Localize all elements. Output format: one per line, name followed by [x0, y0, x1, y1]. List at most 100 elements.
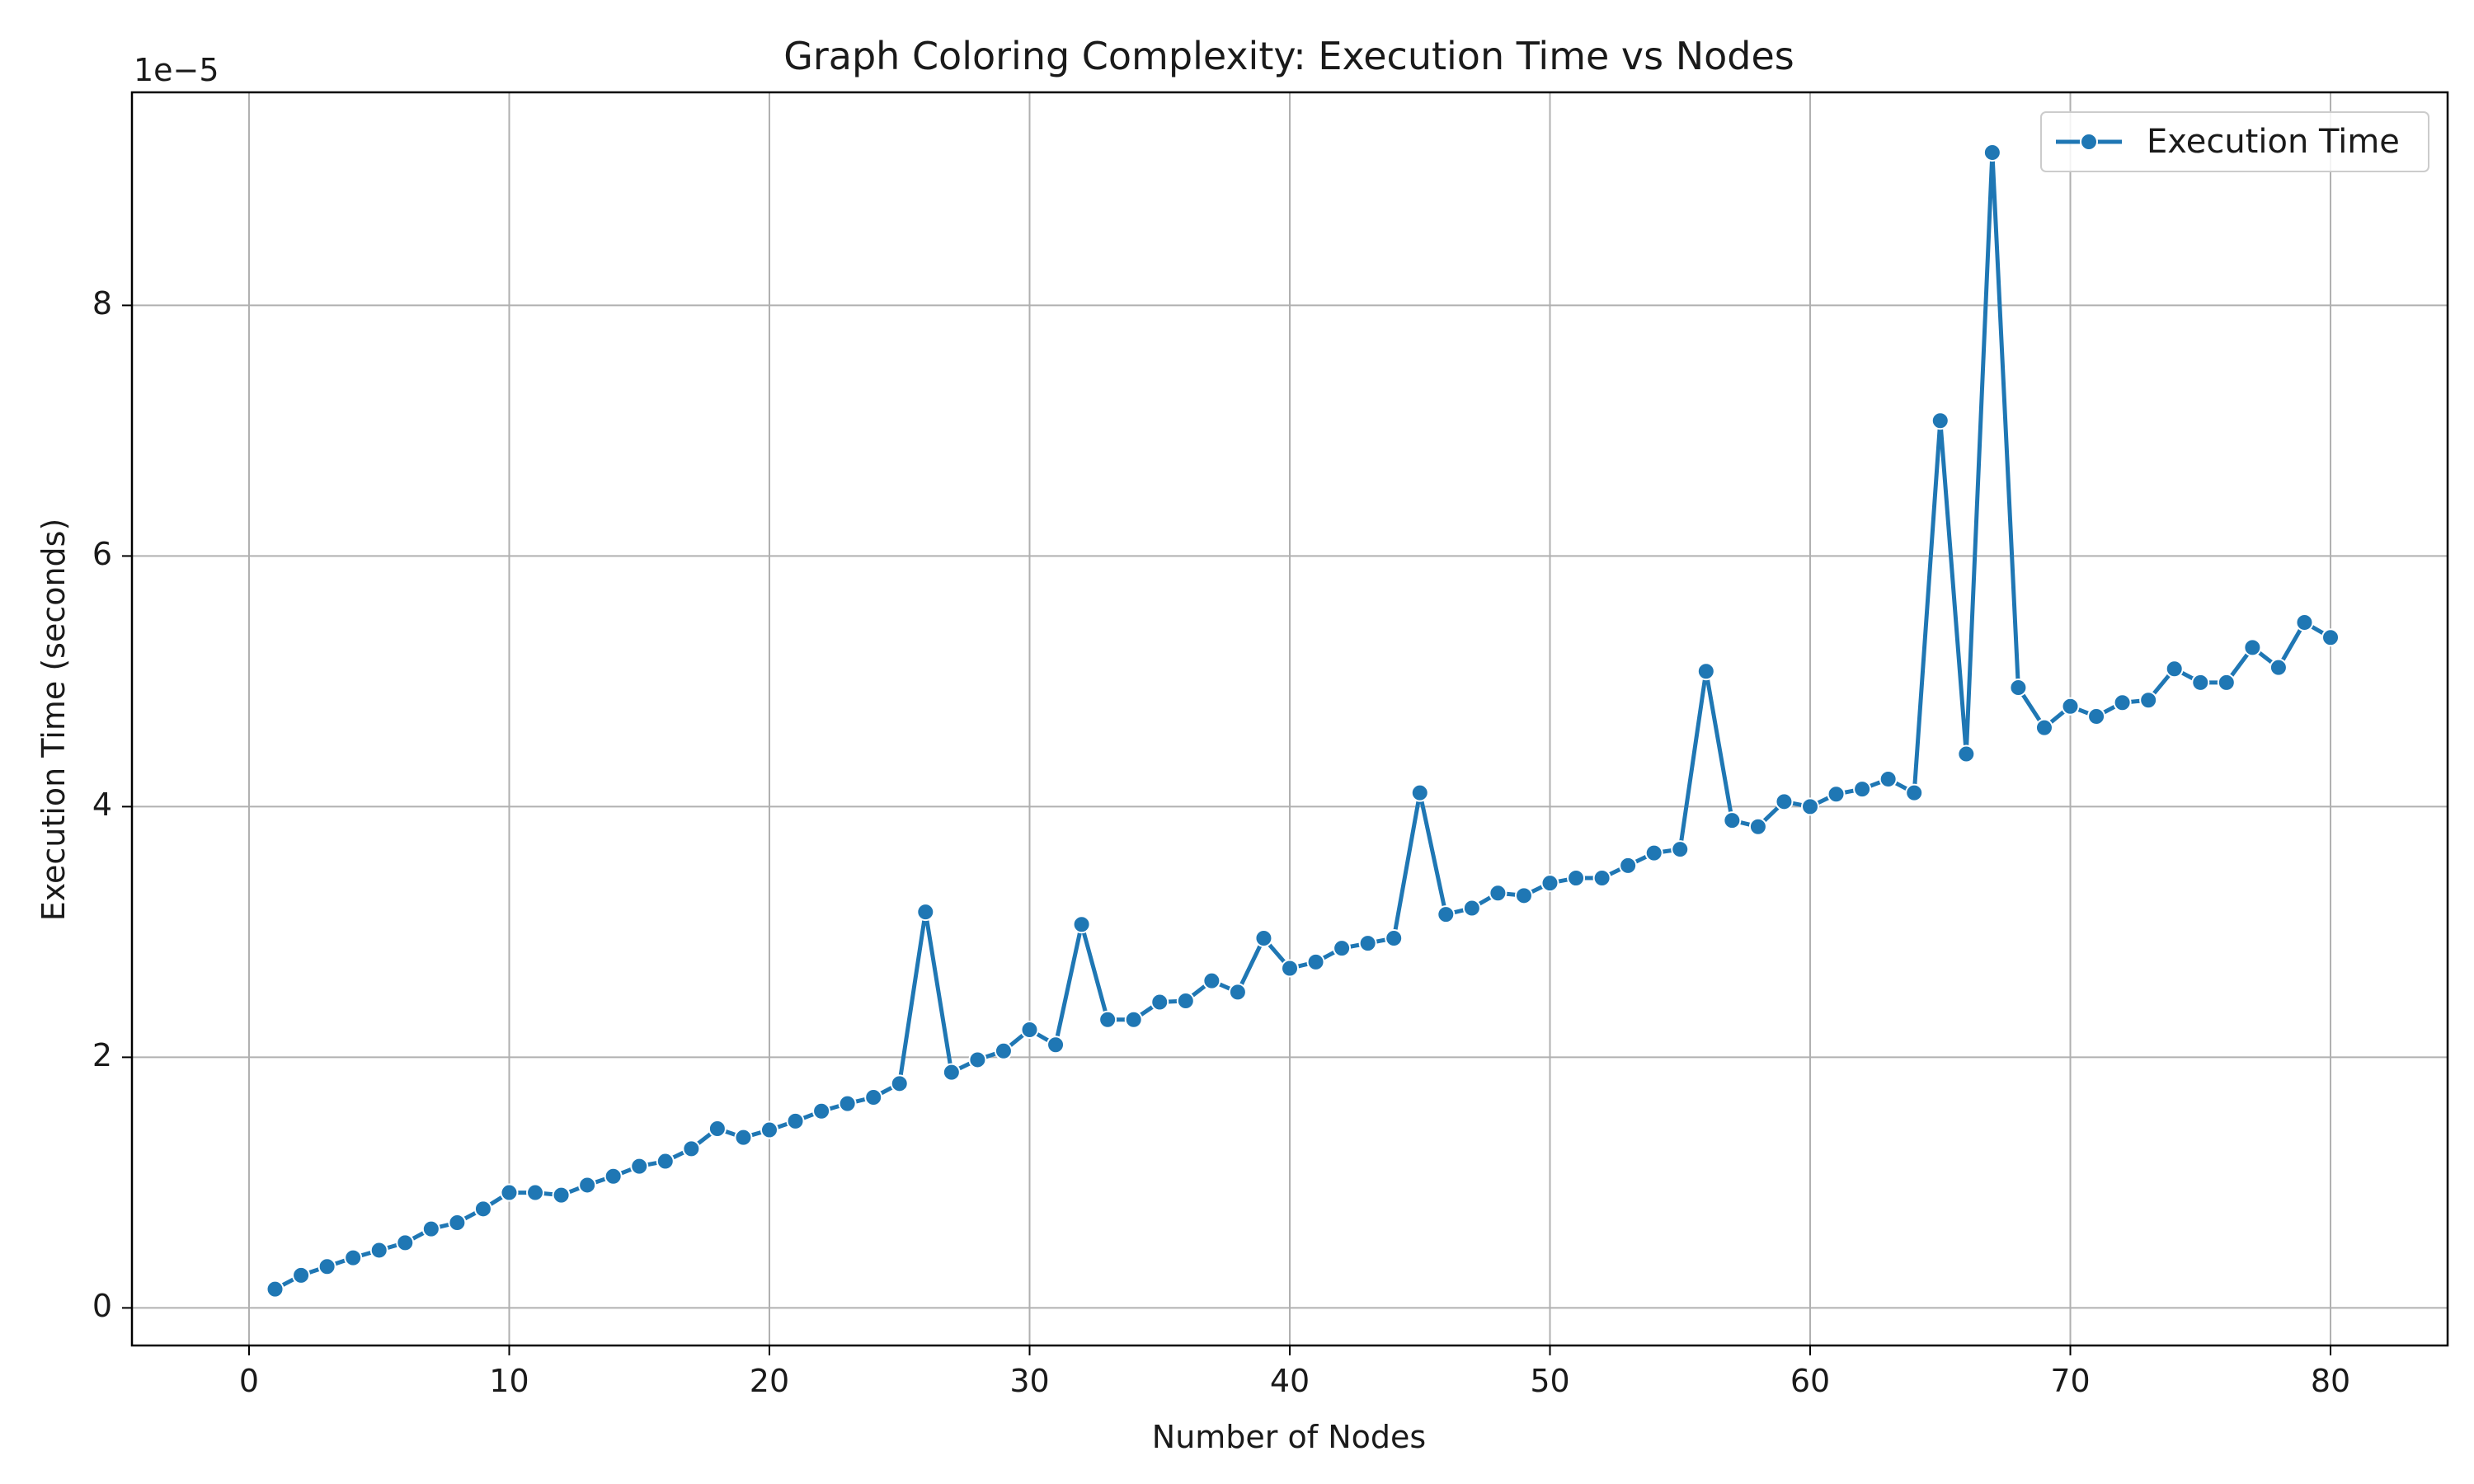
data-point: [682, 1139, 701, 1158]
data-point: [1827, 785, 1846, 804]
data-point: [1047, 1036, 1065, 1054]
data-point: [1333, 939, 1352, 958]
data-point: [1748, 817, 1767, 836]
x-tick-label: 30: [1009, 1363, 1049, 1399]
data-point: [2087, 707, 2106, 726]
data-point: [1281, 959, 1299, 978]
y-tick-label: 4: [92, 787, 112, 823]
y-axis-offset-label: 1e−5: [134, 52, 219, 88]
data-point: [1619, 856, 1638, 875]
data-point: [708, 1120, 727, 1139]
legend-marker-swatch: [2080, 133, 2098, 151]
data-point: [1567, 869, 1586, 888]
data-point: [916, 903, 935, 922]
data-point: [1306, 952, 1325, 971]
data-point: [994, 1041, 1013, 1060]
data-point: [1124, 1010, 1143, 1029]
data-point: [578, 1176, 597, 1195]
data-point: [1098, 1010, 1117, 1029]
x-tick-label: 60: [1790, 1363, 1830, 1399]
data-point: [266, 1280, 285, 1298]
data-point: [292, 1266, 311, 1284]
data-point: [526, 1183, 545, 1202]
data-point: [1801, 797, 1820, 816]
data-point: [1385, 929, 1404, 947]
data-point: [1671, 840, 1690, 859]
y-tick-label: 6: [92, 536, 112, 572]
data-point: [2061, 697, 2080, 716]
data-point: [2113, 693, 2132, 712]
data-point: [1358, 934, 1377, 953]
x-tick-label: 40: [1270, 1363, 1310, 1399]
data-point: [1931, 411, 1950, 430]
data-point: [968, 1050, 987, 1069]
axis-ticks: 0 10 20 30 40 50 60 70 80 0 2 4 6 8: [92, 285, 2350, 1399]
y-axis-label: Execution Time (seconds): [35, 519, 72, 922]
y-tick-label: 8: [92, 285, 112, 322]
data-point: [1696, 662, 1715, 681]
data-point: [1202, 971, 1221, 990]
data-point: [942, 1063, 961, 1082]
x-tick-label: 80: [2311, 1363, 2350, 1399]
data-point: [2009, 679, 2028, 697]
data-point: [1514, 886, 1533, 905]
data-point: [500, 1183, 519, 1202]
data-point: [812, 1101, 831, 1120]
data-point: [1540, 874, 1559, 893]
data-point: [2243, 638, 2262, 657]
series-execution-time: [266, 143, 2340, 1298]
data-point: [1489, 884, 1507, 903]
data-point: [1176, 992, 1195, 1010]
data-point: [2191, 673, 2210, 692]
data-point: [1982, 143, 2001, 162]
legend-label-execution-time: Execution Time: [2147, 123, 2400, 161]
data-point: [448, 1214, 467, 1233]
data-point: [2321, 628, 2340, 647]
data-point: [786, 1111, 805, 1130]
data-point: [1853, 780, 1872, 799]
data-point: [604, 1167, 623, 1186]
chart-title: Graph Coloring Complexity: Execution Tim…: [783, 34, 1794, 78]
data-point: [1254, 929, 1273, 947]
data-point: [2139, 691, 2158, 710]
x-tick-label: 70: [2050, 1363, 2090, 1399]
data-point: [890, 1074, 909, 1093]
data-point: [1723, 811, 1742, 830]
x-axis-label: Number of Nodes: [1152, 1419, 1426, 1455]
data-point: [1905, 783, 1924, 802]
data-point: [421, 1219, 440, 1238]
x-tick-label: 50: [1530, 1363, 1569, 1399]
data-point: [396, 1233, 415, 1252]
data-point: [656, 1152, 675, 1171]
data-point: [1775, 792, 1794, 811]
data-point: [1228, 983, 1247, 1002]
data-point: [344, 1248, 363, 1267]
y-tick-label: 0: [92, 1288, 112, 1324]
x-tick-label: 0: [239, 1363, 259, 1399]
data-point: [473, 1200, 492, 1219]
grid-lines: [132, 92, 2448, 1345]
data-point: [2217, 673, 2236, 692]
data-point: [1072, 915, 1091, 934]
data-point: [2165, 660, 2184, 679]
data-point: [2269, 658, 2288, 677]
data-point: [838, 1094, 857, 1113]
data-point: [1462, 899, 1481, 918]
legend: Execution Time: [2040, 111, 2429, 172]
data-point: [1957, 744, 1976, 763]
data-point: [1437, 905, 1456, 924]
data-point: [1879, 769, 1898, 788]
data-point: [1592, 869, 1611, 888]
data-point: [552, 1186, 571, 1205]
data-point: [864, 1088, 883, 1107]
data-point: [369, 1241, 388, 1260]
legend-box: [2040, 111, 2429, 172]
data-point: [317, 1257, 336, 1276]
data-point: [760, 1120, 778, 1139]
data-point: [630, 1157, 649, 1176]
data-point: [1410, 783, 1429, 802]
data-point: [1150, 993, 1169, 1012]
